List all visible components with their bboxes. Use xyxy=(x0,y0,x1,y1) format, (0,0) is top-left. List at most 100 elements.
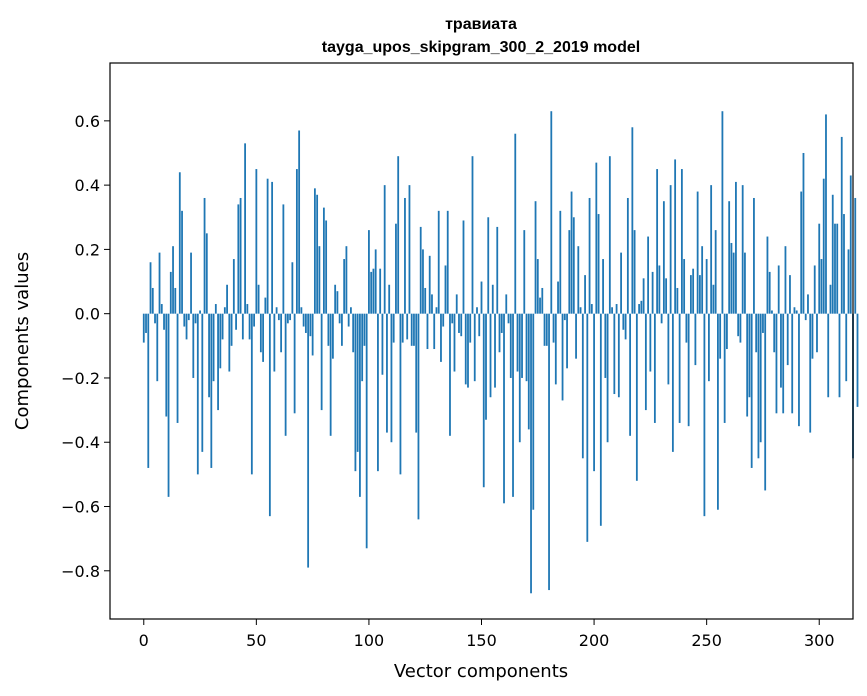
bar-component-42 xyxy=(237,204,240,314)
bar-component-9 xyxy=(163,313,165,330)
y-tick-label: 0.6 xyxy=(75,112,100,131)
bar-component-75 xyxy=(311,313,314,356)
bar-component-65 xyxy=(289,313,292,321)
bar-component-64 xyxy=(286,313,289,324)
bar-component-180 xyxy=(548,313,550,591)
bar-component-309 xyxy=(838,313,841,398)
bar-component-272 xyxy=(755,313,758,353)
bar-component-269 xyxy=(748,313,751,398)
bar-component-17 xyxy=(181,210,183,314)
bar-component-277 xyxy=(766,236,769,314)
bar-component-290 xyxy=(795,310,798,314)
bar-component-133 xyxy=(442,313,445,327)
y-tick-label: 0.2 xyxy=(75,240,100,259)
bar-component-317 xyxy=(856,313,859,407)
bar-component-11 xyxy=(167,313,170,497)
bar-component-40 xyxy=(232,259,235,314)
bar-component-76 xyxy=(313,188,316,314)
bar-component-251 xyxy=(708,313,710,382)
bar-component-203 xyxy=(599,313,602,526)
bar-component-146 xyxy=(471,156,474,314)
bar-component-114 xyxy=(399,313,402,475)
bar-component-224 xyxy=(647,236,650,314)
bar-component-165 xyxy=(514,133,517,314)
bar-component-84 xyxy=(332,313,334,359)
bar-component-101 xyxy=(370,271,373,314)
bar-component-248 xyxy=(701,246,704,314)
bar-component-149 xyxy=(478,313,481,337)
bar-component-244 xyxy=(692,268,695,314)
bar-component-110 xyxy=(390,313,393,443)
bar-component-96 xyxy=(359,313,361,497)
bar-component-158 xyxy=(498,313,501,353)
bar-component-50 xyxy=(255,169,258,314)
bar-component-188 xyxy=(566,313,568,369)
bar-component-210 xyxy=(615,304,618,314)
bar-component-301 xyxy=(820,259,823,314)
bar-component-137 xyxy=(451,313,454,324)
bar-component-162 xyxy=(507,313,510,324)
bar-component-207 xyxy=(608,156,611,314)
x-tick-label: 150 xyxy=(466,631,497,650)
bar-component-88 xyxy=(341,313,343,346)
bar-component-194 xyxy=(579,307,582,314)
y-tick-label: −0.6 xyxy=(61,498,100,517)
bar-component-39 xyxy=(230,313,233,346)
bar-component-168 xyxy=(521,313,523,378)
bar-component-0 xyxy=(142,313,145,343)
bar-component-150 xyxy=(480,281,483,314)
bar-component-105 xyxy=(379,268,382,314)
bar-component-63 xyxy=(284,313,287,436)
bar-component-299 xyxy=(816,313,818,353)
bar-component-289 xyxy=(793,307,796,314)
bar-component-19 xyxy=(185,313,188,340)
bar-component-22 xyxy=(192,313,195,378)
bar-component-241 xyxy=(685,313,688,343)
bar-component-47 xyxy=(248,313,251,340)
bar-component-12 xyxy=(169,271,172,314)
y-tick-label: −0.2 xyxy=(61,369,100,388)
bar-component-118 xyxy=(408,185,411,314)
bar-component-111 xyxy=(392,313,395,343)
bar-component-262 xyxy=(732,252,735,314)
bar-component-211 xyxy=(617,313,620,398)
bar-component-125 xyxy=(424,287,427,314)
bar-component-35 xyxy=(221,313,224,340)
bar-component-98 xyxy=(363,313,366,346)
bar-component-124 xyxy=(422,249,424,314)
bar-component-238 xyxy=(678,313,681,423)
bar-component-7 xyxy=(158,252,161,314)
bar-component-52 xyxy=(259,313,262,353)
bar-component-276 xyxy=(764,313,767,491)
bar-component-281 xyxy=(775,313,778,414)
bar-component-271 xyxy=(753,197,755,314)
bar-component-67 xyxy=(293,313,296,414)
bar-component-28 xyxy=(205,233,208,314)
bar-component-102 xyxy=(372,268,375,314)
bar-component-256 xyxy=(719,313,722,359)
bar-component-131 xyxy=(437,210,440,314)
bar-component-259 xyxy=(726,313,728,350)
bar-component-6 xyxy=(156,313,159,382)
bar-component-116 xyxy=(404,197,406,314)
bar-component-152 xyxy=(485,313,487,420)
bar-component-316 xyxy=(854,197,857,314)
bar-component-178 xyxy=(543,313,546,346)
bar-component-254 xyxy=(714,230,717,314)
bar-component-293 xyxy=(802,152,805,314)
bar-component-159 xyxy=(500,313,503,333)
bar-component-27 xyxy=(203,197,206,314)
y-axis-label: Components values xyxy=(12,252,33,430)
bar-component-87 xyxy=(338,313,341,324)
bar-component-31 xyxy=(212,313,215,382)
bar-component-223 xyxy=(644,313,647,411)
bar-component-288 xyxy=(791,313,794,414)
x-tick-label: 250 xyxy=(691,631,722,650)
bar-component-85 xyxy=(334,284,337,314)
bar-component-23 xyxy=(194,313,197,324)
bar-component-189 xyxy=(568,230,571,314)
bar-component-107 xyxy=(383,185,386,314)
bar-component-266 xyxy=(741,185,744,314)
y-tick-label: −0.8 xyxy=(61,562,100,581)
bar-component-71 xyxy=(302,313,305,327)
